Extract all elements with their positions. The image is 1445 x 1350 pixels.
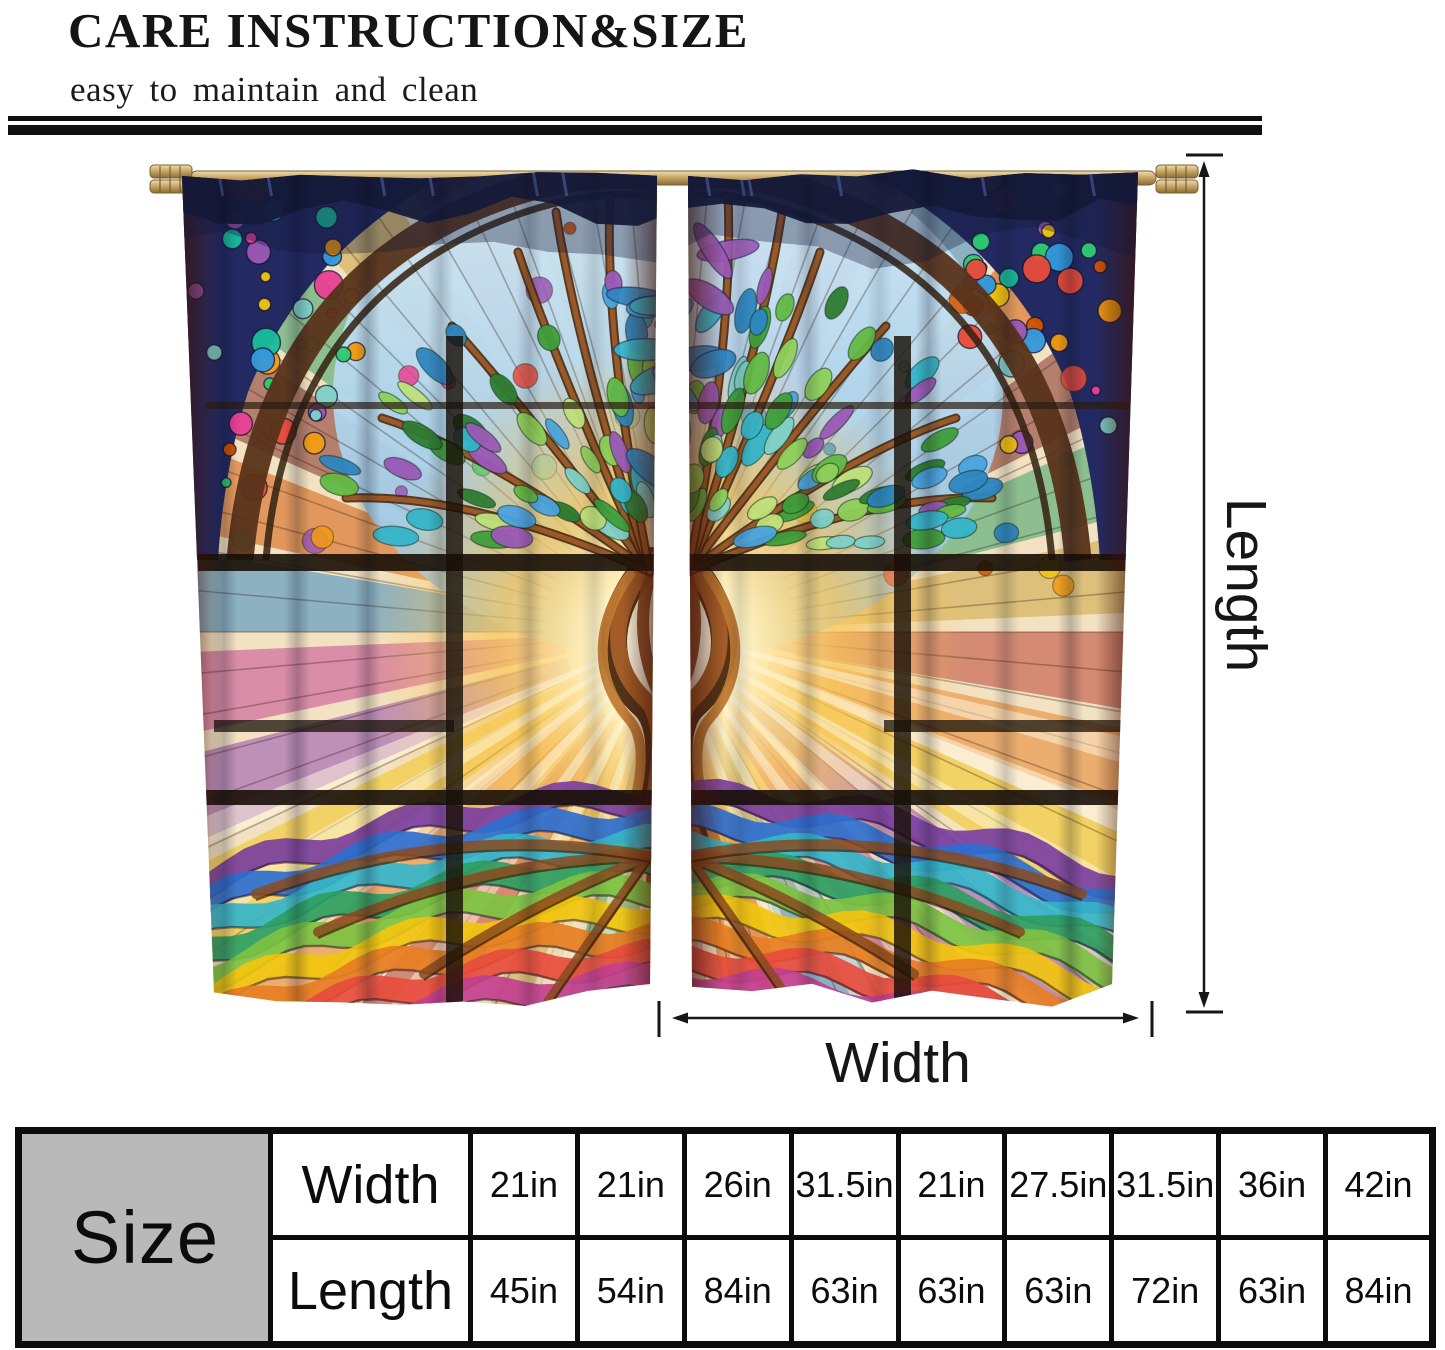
size-table-corner-cell: Size: [16, 1128, 273, 1347]
curtain-panel-right: [0, 169, 1445, 1007]
length-label: Length: [1214, 498, 1278, 672]
size-table-cell: 84in: [681, 1235, 794, 1347]
size-table-cell: 45in: [468, 1235, 580, 1347]
curtain-panel-left: [0, 172, 1445, 1006]
length-arrowhead-top-icon: [1198, 161, 1210, 177]
size-table-cell: 21in: [895, 1128, 1008, 1240]
size-table: Size Width 21in 21in 26in 31.5in 21in 27…: [15, 1127, 1436, 1348]
divider-thick-line: [8, 125, 1262, 135]
page-subtitle: easy to maintain and clean: [70, 70, 479, 109]
width-label: Width: [825, 1031, 971, 1095]
size-table-cell: 31.5in: [788, 1128, 901, 1240]
size-table-cell: 63in: [788, 1235, 901, 1347]
width-arrowhead-left-icon: [672, 1012, 688, 1024]
divider: [8, 116, 1262, 135]
size-table-row-label-length: Length: [268, 1235, 473, 1347]
size-table-cell: 27.5in: [1002, 1128, 1115, 1240]
size-table-cell: 54in: [574, 1235, 687, 1347]
size-table-cell: 72in: [1109, 1235, 1222, 1347]
size-table-cell: 63in: [1002, 1235, 1115, 1347]
page-title: CARE INSTRUCTION&SIZE: [68, 3, 749, 58]
curtain-rod-finial-right: [1155, 164, 1199, 194]
divider-thin-line: [8, 116, 1262, 121]
size-table-row-label-width: Width: [268, 1128, 473, 1240]
size-table-cell: 21in: [574, 1128, 687, 1240]
size-table-cell: 31.5in: [1109, 1128, 1222, 1240]
size-table-cell: 84in: [1323, 1235, 1435, 1347]
header: CARE INSTRUCTION&SIZE easy to maintain a…: [68, 2, 749, 110]
size-table-length-row: Length 45in 54in 84in 63in 63in 63in 72i…: [19, 1235, 1435, 1347]
width-arrow: [657, 1001, 1154, 1037]
size-table-cell: 21in: [468, 1128, 580, 1240]
size-table-width-row: Size Width 21in 21in 26in 31.5in 21in 27…: [16, 1128, 1435, 1347]
length-arrowhead-bottom-icon: [1198, 992, 1210, 1008]
size-table-cell: 36in: [1216, 1128, 1328, 1240]
curtain-rod-finial-left: [149, 164, 193, 194]
size-table-cell: 63in: [895, 1235, 1008, 1347]
size-table-cell: 63in: [1216, 1235, 1328, 1347]
width-arrowhead-right-icon: [1123, 1012, 1139, 1024]
size-table-cell: 26in: [681, 1128, 794, 1240]
size-table-cell: 42in: [1323, 1128, 1435, 1240]
length-arrow: [1186, 153, 1223, 1014]
curtain-illustration: Length Width: [0, 153, 1445, 1095]
